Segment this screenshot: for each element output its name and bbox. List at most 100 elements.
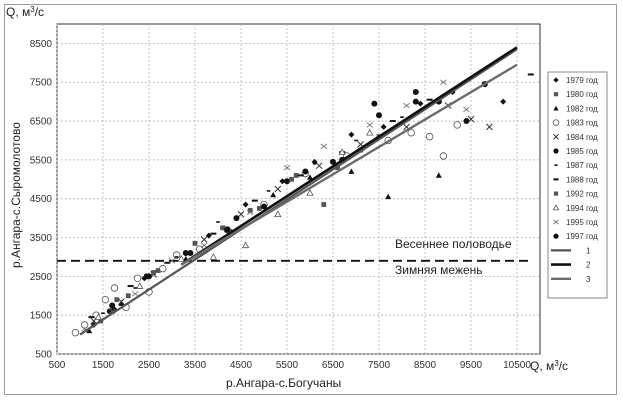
y-axis-title: р.Ангара-с.Сыромолотово (9, 122, 23, 268)
y-tick-label: 3500 (30, 233, 53, 244)
data-point (109, 302, 116, 309)
data-point (257, 206, 262, 211)
data-point (266, 190, 271, 192)
data-points (71, 73, 534, 337)
data-point (168, 258, 176, 264)
data-point (110, 284, 119, 292)
data-point (553, 219, 559, 225)
data-point (297, 174, 304, 177)
data-point (330, 158, 336, 165)
data-point (380, 123, 387, 130)
data-point (274, 185, 282, 193)
data-point (407, 129, 415, 137)
legend-item: 1 (551, 246, 591, 255)
data-point (94, 313, 103, 320)
legend-label: 1992 год (566, 190, 598, 199)
data-point (200, 236, 208, 243)
legend-item: 3 (551, 275, 591, 284)
data-point (237, 210, 245, 218)
legend-label: 2 (586, 261, 591, 270)
data-point (552, 204, 560, 211)
data-point (88, 316, 95, 319)
data-point (177, 255, 185, 262)
data-point (354, 139, 358, 142)
label-winter-low: Зимняя межень (395, 263, 483, 277)
data-point (209, 253, 218, 260)
data-point (133, 274, 142, 282)
data-point (348, 168, 355, 174)
data-point (453, 121, 461, 129)
x-tick-label: 8500 (414, 360, 437, 371)
data-point (274, 210, 282, 218)
legend: 1979 год 1980 год 1982 год 1983 год 1984 год… (551, 76, 598, 284)
data-point (131, 291, 139, 297)
x-tick-label: 2500 (138, 360, 161, 371)
data-point (554, 164, 558, 166)
data-point (251, 199, 258, 202)
data-point (553, 92, 559, 97)
data-point (417, 100, 424, 107)
data-point (553, 133, 559, 140)
data-point (136, 282, 144, 289)
legend-label: 1982 год (566, 104, 598, 113)
data-point (321, 202, 327, 207)
legend-item: 1995 год (553, 218, 598, 227)
data-point (553, 148, 559, 154)
y-tick-label: 7500 (30, 78, 53, 89)
data-point (220, 225, 225, 231)
legend-item: 1983 год (552, 119, 598, 128)
legend-item: 1994 год (552, 204, 598, 213)
data-point (200, 242, 208, 249)
x-axis-title: р.Ангара-с.Богучаны (226, 376, 341, 390)
data-point (412, 88, 419, 95)
regression-line-1 (79, 48, 518, 336)
data-point (86, 327, 93, 334)
data-point (425, 132, 434, 141)
data-point (133, 287, 137, 289)
data-point (216, 221, 220, 223)
data-point (553, 233, 559, 239)
data-point (224, 226, 231, 233)
data-point (261, 203, 267, 210)
legend-item: 1985 год (553, 147, 598, 156)
regression-line-3 (180, 63, 518, 266)
data-point (338, 148, 346, 155)
x-tick-label: 5500 (276, 360, 299, 371)
data-point (187, 250, 194, 257)
data-point (527, 73, 534, 76)
legend-label: 1995 год (566, 218, 598, 227)
data-point (164, 261, 171, 264)
data-point (182, 250, 189, 257)
legend-label: 3 (586, 275, 591, 284)
regression-lines (79, 46, 518, 336)
data-point (205, 232, 212, 239)
legend-item: 2 (551, 261, 591, 270)
series-1987-год (101, 116, 404, 315)
data-point (289, 176, 294, 182)
series-1997-год (109, 98, 419, 309)
y-tick-label: 6500 (30, 117, 53, 128)
data-point (389, 120, 396, 123)
data-point (125, 293, 131, 299)
data-point (403, 102, 410, 109)
data-point (151, 270, 156, 275)
label-spring-flood: Весеннее половодье (395, 237, 512, 251)
data-point (500, 98, 507, 105)
data-point (80, 321, 89, 329)
legend-label: 1984 год (566, 133, 598, 142)
data-point (118, 298, 125, 305)
data-point (366, 128, 374, 136)
data-point (426, 98, 433, 101)
data-point (385, 193, 392, 200)
data-point (233, 215, 240, 222)
data-point (553, 191, 559, 196)
x-tick-label: 10500 (503, 360, 531, 371)
data-point (118, 300, 125, 306)
data-point (283, 164, 291, 171)
data-point (293, 173, 299, 178)
y-tick-label: 5500 (30, 155, 53, 166)
data-point (315, 162, 323, 170)
data-point (307, 174, 313, 180)
x-tick-label: 3500 (184, 360, 207, 371)
data-point (553, 77, 559, 83)
